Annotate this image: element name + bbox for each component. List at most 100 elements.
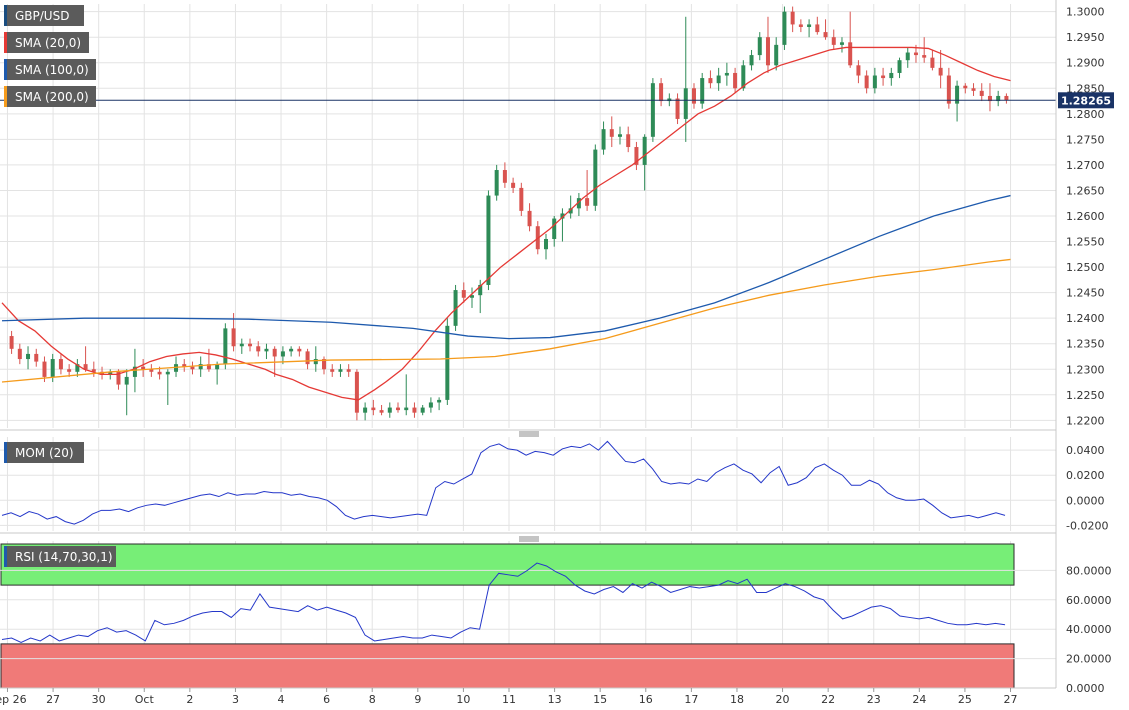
candle-body bbox=[527, 210, 532, 227]
candle-body bbox=[601, 129, 606, 150]
candle bbox=[387, 402, 392, 418]
candle bbox=[765, 16, 770, 73]
candle bbox=[667, 93, 672, 107]
candle-body bbox=[856, 65, 861, 76]
candle-body bbox=[609, 129, 614, 137]
price-tick-label: 1.2700 bbox=[1066, 159, 1105, 172]
legend-item[interactable]: SMA (20,0) bbox=[4, 32, 89, 53]
candle-body bbox=[782, 11, 787, 45]
legend-item[interactable]: GBP/USD bbox=[4, 5, 84, 26]
candle-body bbox=[461, 290, 466, 298]
momentum-tick-label: 0.0200 bbox=[1066, 469, 1105, 482]
candle bbox=[91, 361, 96, 377]
candle-body bbox=[272, 348, 277, 357]
x-tick-label: 3 bbox=[232, 693, 239, 706]
legend-color-marker bbox=[4, 86, 7, 107]
candle-body bbox=[733, 72, 738, 89]
candle-body bbox=[560, 213, 565, 219]
candle bbox=[568, 195, 573, 219]
candle-body bbox=[437, 399, 442, 403]
candle-body bbox=[264, 348, 269, 352]
candle-body bbox=[963, 85, 968, 89]
price-tick-label: 1.2650 bbox=[1066, 184, 1105, 197]
x-tick-label: 13 bbox=[548, 693, 562, 706]
legend-box bbox=[4, 442, 84, 463]
candle-body bbox=[9, 336, 14, 349]
candle bbox=[511, 177, 516, 194]
candle-body bbox=[971, 88, 976, 91]
price-panel: 1.3000 1.2950 1.2900 1.2850 1.2800 1.2750 1.27… bbox=[0, 4, 1114, 428]
price-tick-label: 1.2450 bbox=[1066, 287, 1105, 300]
candle bbox=[996, 90, 1001, 107]
candle-body bbox=[248, 343, 253, 347]
x-tick-label: 4 bbox=[278, 693, 285, 706]
candle bbox=[75, 359, 80, 377]
candle-body bbox=[404, 407, 409, 411]
legend-item[interactable]: SMA (100,0) bbox=[4, 59, 96, 80]
x-tick-label: Oct bbox=[135, 693, 155, 706]
candle bbox=[963, 83, 968, 94]
candle bbox=[26, 346, 31, 370]
candle bbox=[363, 402, 368, 421]
price-tick-label: 1.2600 bbox=[1066, 210, 1105, 223]
rsi-tick-label: 20.0000 bbox=[1066, 653, 1112, 666]
x-tick-label: 11 bbox=[502, 693, 516, 706]
momentum-line bbox=[1, 440, 1006, 525]
legend-item[interactable]: RSI (14,70,30,1) bbox=[4, 546, 116, 567]
candle bbox=[346, 364, 351, 377]
candle bbox=[165, 369, 170, 406]
legend-label: SMA (100,0) bbox=[15, 63, 89, 77]
candle-body bbox=[905, 52, 910, 61]
rsi-overbought-zone bbox=[0, 543, 1015, 586]
candle bbox=[248, 338, 253, 352]
candle-body bbox=[543, 238, 548, 250]
candle bbox=[289, 346, 294, 357]
candle-body bbox=[576, 198, 581, 209]
price-tick-label: 1.3000 bbox=[1066, 6, 1105, 19]
candle bbox=[585, 170, 590, 211]
price-tick-label: 1.2350 bbox=[1066, 338, 1105, 351]
legend-item[interactable]: SMA (200,0) bbox=[4, 86, 96, 107]
candle-body bbox=[667, 98, 672, 102]
candle-body bbox=[412, 407, 417, 413]
candle-body bbox=[749, 55, 754, 66]
candle-body bbox=[938, 67, 943, 76]
price-tick-label: 1.2750 bbox=[1066, 133, 1105, 146]
candle-body bbox=[379, 410, 384, 413]
candle-body bbox=[765, 37, 770, 66]
candle bbox=[905, 47, 910, 68]
candle bbox=[280, 346, 285, 365]
rsi-tick-label: 80.0000 bbox=[1066, 564, 1112, 577]
candle bbox=[782, 6, 787, 50]
panel-resize-handle[interactable] bbox=[519, 431, 539, 437]
candle-body bbox=[116, 371, 121, 385]
legend-box bbox=[4, 86, 96, 107]
rsi-panel: 80.0000 60.0000 40.0000 20.0000 0.0000 RSI (1… bbox=[0, 541, 1112, 695]
candle bbox=[626, 126, 631, 153]
x-tick-label: 22 bbox=[821, 693, 835, 706]
candle-body bbox=[445, 325, 450, 400]
legend-item[interactable]: MOM (20) bbox=[4, 442, 84, 463]
candle bbox=[470, 287, 475, 308]
candle-body bbox=[338, 369, 343, 372]
candle-body bbox=[979, 90, 984, 96]
candle-body bbox=[478, 284, 483, 296]
candle-body bbox=[552, 218, 557, 239]
candle-body bbox=[650, 83, 655, 137]
candle-body bbox=[823, 32, 828, 38]
candle bbox=[322, 356, 327, 375]
candle-body bbox=[182, 364, 187, 367]
candle bbox=[930, 49, 935, 71]
candle-body bbox=[683, 88, 688, 119]
price-tick-label: 1.2200 bbox=[1066, 414, 1105, 427]
x-tick-label: 16 bbox=[639, 693, 653, 706]
candle bbox=[223, 323, 228, 370]
candle bbox=[420, 405, 425, 416]
momentum-panel: 0.0400 0.0200 0.0000 -0.0200 MOM (20) bbox=[0, 437, 1108, 532]
legend-color-marker bbox=[4, 442, 7, 463]
candle bbox=[872, 67, 877, 94]
panel-resize-handle[interactable] bbox=[519, 536, 539, 542]
candle bbox=[67, 364, 72, 377]
candle bbox=[675, 93, 680, 125]
candle bbox=[116, 369, 121, 390]
